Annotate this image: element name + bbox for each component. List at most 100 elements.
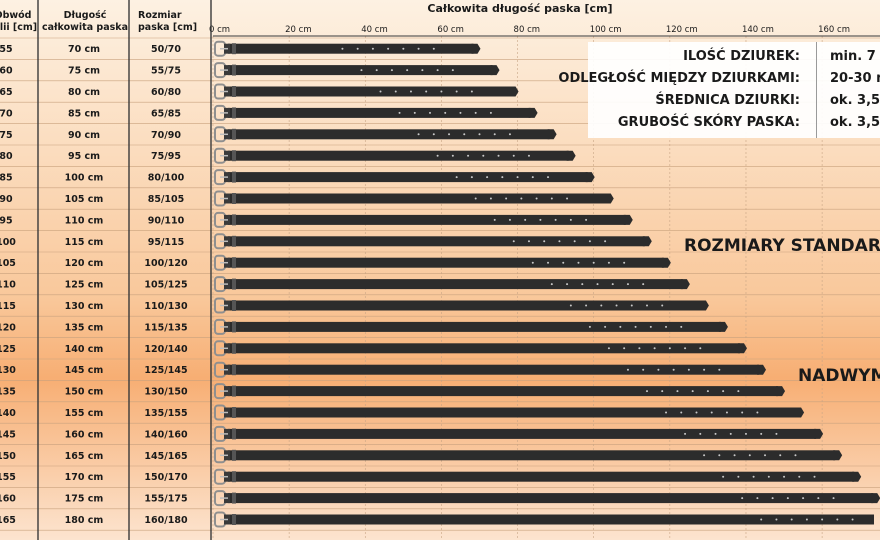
belt-hole <box>341 47 344 50</box>
spec-label-holes: ILOŚĆ DZIUREK: <box>683 49 800 64</box>
belt-hole <box>779 454 782 457</box>
belt-keeper <box>232 257 236 269</box>
belt-hole <box>497 154 500 157</box>
belt-hole <box>630 304 633 307</box>
belt-hole <box>703 368 706 371</box>
belt-strap <box>228 471 855 482</box>
belt-bar <box>214 169 595 186</box>
belt-keeper <box>232 150 236 162</box>
belt-keeper <box>232 514 236 525</box>
belt-hole <box>493 133 496 136</box>
belt-keeper <box>232 214 236 226</box>
belt-hole <box>714 432 717 435</box>
x-tick-label: 100 cm <box>590 25 622 35</box>
belt-strap <box>228 386 779 397</box>
belt-tip <box>757 364 767 375</box>
belt-strap <box>228 214 626 225</box>
belt-hole <box>379 90 382 93</box>
size-cell: 55/75 <box>151 66 181 77</box>
belt-hole <box>467 154 470 157</box>
spec-row-holes: ILOŚĆ DZIUREK: min. 7 s <box>588 46 880 68</box>
belt-tip <box>795 407 805 418</box>
belt-hole <box>684 432 687 435</box>
belt-strap <box>228 172 588 183</box>
length-cell: 140 cm <box>65 344 104 355</box>
belt-hole <box>645 304 648 307</box>
belt-hole <box>767 475 770 478</box>
x-tick-label: 80 cm <box>514 25 540 35</box>
belt-bar <box>214 404 805 421</box>
belt-hole <box>588 240 591 243</box>
length-cell: 150 cm <box>65 387 104 398</box>
belt-hole <box>764 454 767 457</box>
belt-hole <box>729 432 732 435</box>
x-tick-label: 20 cm <box>285 25 311 35</box>
length-cell: 135 cm <box>65 322 104 333</box>
belt-hole <box>661 390 664 393</box>
size-cell: 70/90 <box>151 130 181 141</box>
waist-cell: 140 <box>0 408 16 419</box>
size-cell: 140/160 <box>144 429 188 440</box>
belt-hole <box>771 497 774 500</box>
belt-hole <box>760 432 763 435</box>
length-cell: 80 cm <box>68 87 100 98</box>
belt-keeper <box>232 471 236 483</box>
belt-hole <box>752 475 755 478</box>
belt-hole <box>531 261 534 264</box>
belt-hole <box>836 518 839 521</box>
belt-keeper <box>232 300 236 311</box>
belt-strap <box>228 193 607 204</box>
belt-strap <box>228 321 721 332</box>
size-cell: 50/70 <box>151 44 181 55</box>
waist-cell: 155 <box>0 472 16 483</box>
size-cell: 80/100 <box>148 173 185 184</box>
belt-hole <box>626 368 629 371</box>
belt-hole <box>665 411 668 414</box>
belt-hole <box>470 90 473 93</box>
belt-hole <box>547 261 550 264</box>
belt-bar <box>214 297 709 314</box>
belt-hole <box>821 518 824 521</box>
belt-hole <box>566 283 569 286</box>
belt-tip <box>566 150 576 161</box>
belt-hole <box>444 111 447 114</box>
size-cell: 130/150 <box>144 387 188 398</box>
length-cell: 75 cm <box>68 66 100 77</box>
length-cell: 145 cm <box>65 365 104 376</box>
belt-keeper <box>232 128 236 140</box>
belt-hole <box>741 411 744 414</box>
waist-cell: 65 <box>0 87 13 98</box>
belt-hole <box>539 218 542 221</box>
belt-keeper <box>232 278 236 290</box>
x-tick-label: 160 cm <box>818 25 850 35</box>
belt-hole <box>588 325 591 328</box>
size-cell: 135/155 <box>144 408 187 419</box>
belt-strap <box>228 150 569 161</box>
belt-hole <box>413 111 416 114</box>
belt-hole <box>645 390 648 393</box>
belt-bar <box>214 511 874 528</box>
belt-hole <box>520 197 523 200</box>
size-cell: 160/180 <box>144 515 188 526</box>
belt-hole <box>451 154 454 157</box>
belt-hole <box>760 518 763 521</box>
belt-hole <box>661 304 664 307</box>
belt-hole <box>592 261 595 264</box>
waist-cell: 80 <box>0 151 13 162</box>
belt-hole <box>432 47 435 50</box>
length-cell: 125 cm <box>65 280 104 291</box>
waist-cell: 95 <box>0 215 13 226</box>
waist-cell: 90 <box>0 194 13 205</box>
belt-hole <box>600 304 603 307</box>
belt-keeper <box>232 43 236 55</box>
belt-hole <box>638 347 641 350</box>
belt-hole <box>566 197 569 200</box>
belt-bar <box>214 383 786 400</box>
belt-hole <box>569 304 572 307</box>
belt-hole <box>474 111 477 114</box>
belt-hole <box>516 176 519 179</box>
spec-value-spacing: 20-30 m <box>830 71 880 86</box>
belt-hole <box>722 390 725 393</box>
size-cell: 120/140 <box>144 344 188 355</box>
belt-strap <box>228 428 817 439</box>
